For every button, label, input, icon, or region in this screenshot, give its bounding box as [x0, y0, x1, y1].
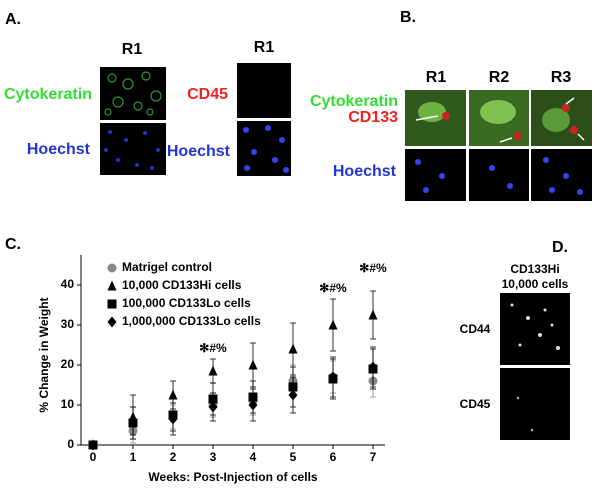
column-label: R1	[426, 69, 447, 86]
x-tick-label: 0	[90, 450, 97, 464]
legend-label: 10,000 CD133Hi cells	[122, 278, 242, 292]
column-label: CD133Hi	[510, 262, 559, 276]
channel-label: Cytokeratin	[4, 86, 92, 103]
column-label: R3	[551, 69, 572, 86]
row-label: CD44	[460, 322, 491, 336]
micrograph	[469, 149, 529, 201]
x-tick-label: 6	[330, 450, 337, 464]
point	[368, 309, 378, 320]
nuclei	[243, 125, 289, 173]
arrows	[415, 97, 585, 143]
micrograph	[500, 293, 570, 365]
nuclei	[104, 130, 160, 170]
column-label: R1	[122, 41, 143, 58]
point	[248, 359, 258, 370]
annotation: ✻#%	[359, 261, 387, 275]
cells	[104, 71, 162, 116]
panel-label: D.	[552, 239, 568, 256]
y-axis-label: % Change in Weight	[37, 297, 51, 412]
channel-label: Hoechst	[167, 143, 231, 160]
x-tick-label: 3	[210, 450, 217, 464]
legend-label: 1,000,000 CD133Lo cells	[122, 314, 261, 328]
y-tick-label: 40	[61, 277, 75, 291]
point	[328, 319, 338, 330]
panel-label: B.	[400, 9, 416, 26]
point	[368, 361, 378, 373]
point	[88, 439, 98, 451]
legend-marker	[107, 280, 117, 291]
point	[168, 413, 178, 425]
channel-label: CD45	[187, 86, 228, 103]
channel-label: CD133	[348, 109, 398, 126]
panel-label: A.	[5, 11, 21, 28]
column-label: 10,000 cells	[502, 277, 569, 291]
column-label: R2	[489, 69, 510, 86]
annotation: ✻#%	[319, 281, 347, 295]
cells	[516, 396, 534, 432]
point	[208, 401, 218, 413]
y-tick-label: 0	[67, 437, 74, 451]
channel-label: Cytokeratin	[310, 93, 398, 110]
x-tick-label: 2	[170, 450, 177, 464]
y-tick-label: 20	[61, 357, 75, 371]
x-tick-label: 5	[290, 450, 297, 464]
annotation: ✻#%	[199, 341, 227, 355]
legend-marker	[107, 299, 117, 309]
chart: 0 10 20 30 40 0 1 2 3 4 5 6 7 Weeks: Post-Injection o…	[37, 255, 387, 484]
point	[288, 389, 298, 401]
x-tick-label: 1	[130, 450, 137, 464]
micrograph	[500, 368, 570, 440]
channel-label: Hoechst	[333, 163, 397, 180]
point	[288, 343, 298, 354]
x-axis-label: Weeks: Post-Injection of cells	[148, 470, 317, 484]
panel-label: C.	[5, 236, 21, 253]
column-label: R1	[254, 39, 275, 56]
x-tick-label: 7	[370, 450, 377, 464]
legend-label: 100,000 CD133Lo cells	[122, 296, 251, 310]
cells	[510, 303, 560, 350]
channel-label: Hoechst	[27, 141, 91, 158]
y-tick-label: 10	[61, 397, 75, 411]
row-label: CD45	[460, 397, 491, 411]
legend-label: Matrigel control	[122, 260, 212, 274]
point	[328, 371, 338, 383]
cells	[418, 100, 578, 140]
y-tick-label: 30	[61, 317, 75, 331]
micrograph	[237, 63, 291, 118]
point	[128, 415, 138, 427]
micrograph	[405, 149, 466, 201]
legend-marker	[107, 316, 117, 328]
nuclei	[415, 157, 583, 195]
legend-marker	[107, 263, 117, 273]
x-tick-label: 4	[250, 450, 257, 464]
point	[208, 365, 218, 376]
point	[168, 389, 178, 400]
point	[248, 399, 258, 411]
micrograph	[531, 149, 592, 201]
